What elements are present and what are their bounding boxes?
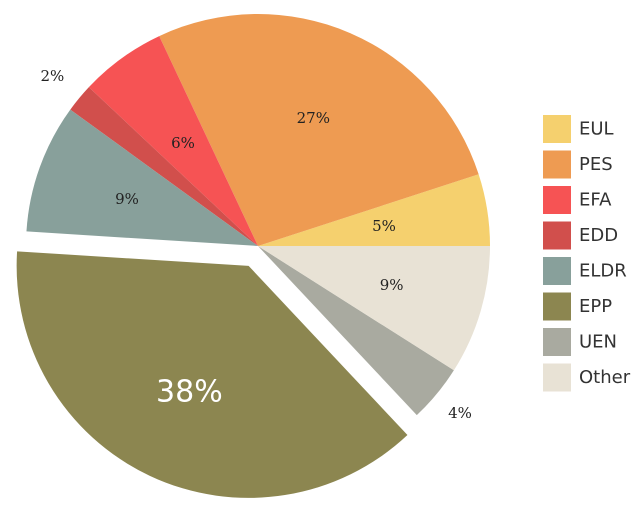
pie-slice-epp <box>16 251 408 498</box>
legend-item-efa: EFA <box>543 186 612 214</box>
pie-slice-uen <box>258 246 454 416</box>
legend-swatch-eldr <box>543 257 571 285</box>
slice-label-eldr: 9% <box>115 190 139 208</box>
legend: EUL PES EFA EDD ELDR EPP UEN Other <box>543 115 631 392</box>
legend-label-eldr: ELDR <box>579 261 627 282</box>
legend-item-uen: UEN <box>543 328 617 356</box>
legend-swatch-edd <box>543 221 571 250</box>
pie-slice-other <box>258 246 490 371</box>
legend-label-eul: EUL <box>579 119 614 140</box>
slice-label-other: 9% <box>380 276 404 294</box>
legend-label-uen: UEN <box>579 332 617 353</box>
slice-label-eul: 5% <box>372 217 396 235</box>
pie-slice-pes <box>159 14 479 247</box>
slice-label-uen: 4% <box>448 404 472 422</box>
legend-swatch-eul <box>543 115 571 143</box>
legend-item-other: Other <box>543 363 631 392</box>
legend-label-edd: EDD <box>579 225 618 246</box>
legend-item-edd: EDD <box>543 221 618 250</box>
legend-swatch-epp <box>543 292 571 321</box>
slice-label-edd: 2% <box>41 67 65 85</box>
pie-slice-eldr <box>26 109 259 246</box>
legend-item-eldr: ELDR <box>543 257 627 285</box>
slice-label-epp: 38% <box>156 374 223 409</box>
legend-swatch-other <box>543 363 571 392</box>
legend-swatch-uen <box>543 328 571 356</box>
pie-slice-edd <box>70 87 258 246</box>
legend-label-epp: EPP <box>579 296 612 317</box>
pie-slices <box>16 14 490 498</box>
legend-item-pes: PES <box>543 150 613 179</box>
legend-swatch-pes <box>543 150 571 179</box>
legend-label-pes: PES <box>579 154 613 175</box>
pie-slice-eul <box>258 174 490 246</box>
legend-swatch-efa <box>543 186 571 214</box>
slice-label-pes: 27% <box>297 109 330 127</box>
pie-slice-efa <box>88 36 259 246</box>
legend-label-other: Other <box>579 367 631 388</box>
legend-item-epp: EPP <box>543 292 612 321</box>
slice-label-efa: 6% <box>171 134 195 152</box>
legend-label-efa: EFA <box>579 190 612 211</box>
pie-labels: 5% 27% 6% 2% 9% 38% 4% 9% <box>41 67 472 422</box>
legend-item-eul: EUL <box>543 115 614 143</box>
